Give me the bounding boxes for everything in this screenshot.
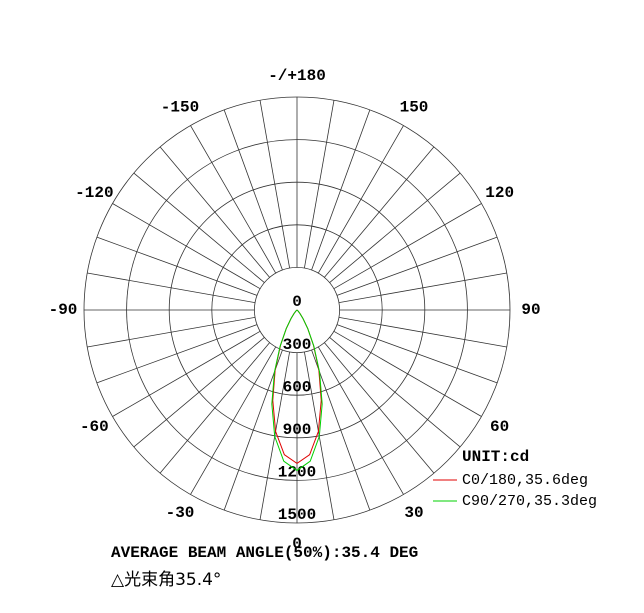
annotation: AVERAGE BEAM ANGLE(50%):35.4 DEG	[111, 544, 418, 562]
angle-tick-label: 150	[400, 99, 429, 117]
r-tick-label: 300	[283, 336, 312, 354]
angle-tick-label: 120	[485, 184, 514, 202]
unit-label: UNIT:cd	[462, 448, 529, 466]
r-tick-label: 1500	[278, 506, 316, 524]
r-tick-label: 1200	[278, 464, 316, 482]
angle-tick-label: 60	[490, 418, 509, 436]
angle-tick-label: -30	[166, 504, 195, 522]
legend-label: C90/270,35.3deg	[462, 493, 597, 510]
grid-circle	[168, 181, 426, 439]
r-tick-label: 600	[283, 378, 312, 396]
grid-circle	[211, 224, 383, 396]
angle-tick-label: -120	[75, 184, 113, 202]
angle-tick-label: 0	[292, 535, 302, 553]
series-line	[271, 309, 323, 472]
angle-tick-label: -/+180	[268, 67, 326, 85]
annotation: △光束角35.4°	[111, 570, 221, 590]
grid-circle	[253, 266, 340, 353]
r-tick-label: 900	[283, 421, 312, 439]
angle-tick-label: -60	[80, 418, 109, 436]
angle-tick-label: -90	[49, 301, 78, 319]
r-tick-label: 0	[292, 293, 302, 311]
legend-label: C0/180,35.6deg	[462, 472, 588, 489]
grid-circle	[126, 139, 468, 481]
angle-tick-label: 90	[521, 301, 540, 319]
angle-tick-label: 30	[404, 504, 423, 522]
angle-tick-label: -150	[161, 99, 199, 117]
grid-circle	[83, 96, 511, 524]
